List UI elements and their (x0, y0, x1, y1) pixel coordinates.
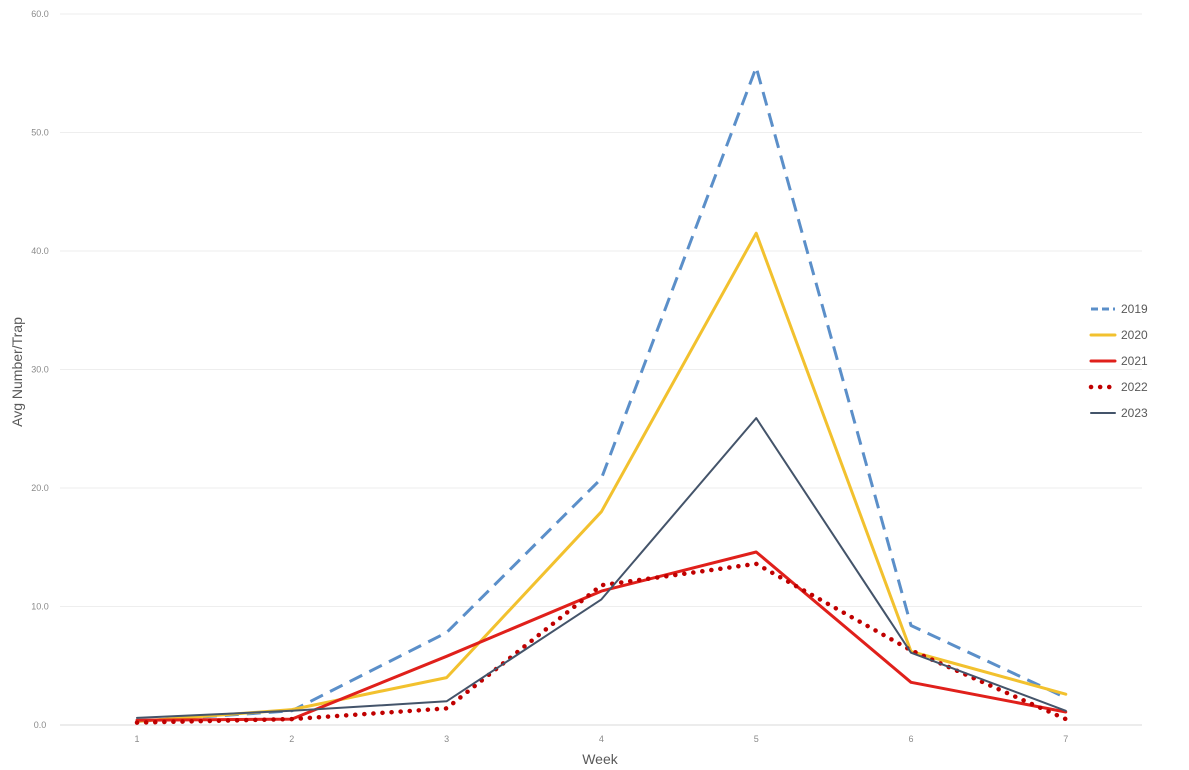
x-tick-label: 3 (444, 734, 449, 744)
x-tick-label: 6 (908, 734, 913, 744)
x-tick-label: 5 (754, 734, 759, 744)
series-lines (134, 65, 1069, 725)
x-axis-ticks: 1 2 3 4 5 6 7 (134, 734, 1068, 744)
legend-label-2019: 2019 (1121, 302, 1148, 316)
legend-label-2020: 2020 (1121, 328, 1148, 342)
legend-label-2023: 2023 (1121, 406, 1148, 420)
y-axis-ticks: 0.0 10.0 20.0 30.0 40.0 50.0 60.0 (31, 9, 49, 730)
y-tick-label: 50.0 (31, 128, 49, 138)
gridlines (60, 13, 1142, 726)
x-tick-label: 4 (599, 734, 604, 744)
y-tick-label: 30.0 (31, 365, 49, 375)
series-line-2020 (135, 231, 1068, 723)
legend-label-2022: 2022 (1121, 380, 1148, 394)
series-line-2023 (136, 417, 1067, 719)
series-line-2019 (136, 65, 1067, 723)
series-line-2021 (135, 550, 1068, 722)
y-tick-label: 10.0 (31, 602, 49, 612)
y-tick-label: 20.0 (31, 483, 49, 493)
x-tick-label: 7 (1063, 734, 1068, 744)
x-axis-title: Week (582, 751, 619, 767)
legend-label-2021: 2021 (1121, 354, 1148, 368)
x-tick-label: 2 (289, 734, 294, 744)
x-tick-label: 1 (134, 734, 139, 744)
series-line-2022 (134, 561, 1069, 725)
y-tick-label: 60.0 (31, 9, 49, 19)
y-axis-title: Avg Number/Trap (9, 317, 25, 427)
y-tick-label: 0.0 (34, 720, 47, 730)
legend: 2019 2020 2021 2022 2023 (1088, 302, 1148, 420)
y-tick-label: 40.0 (31, 246, 49, 256)
